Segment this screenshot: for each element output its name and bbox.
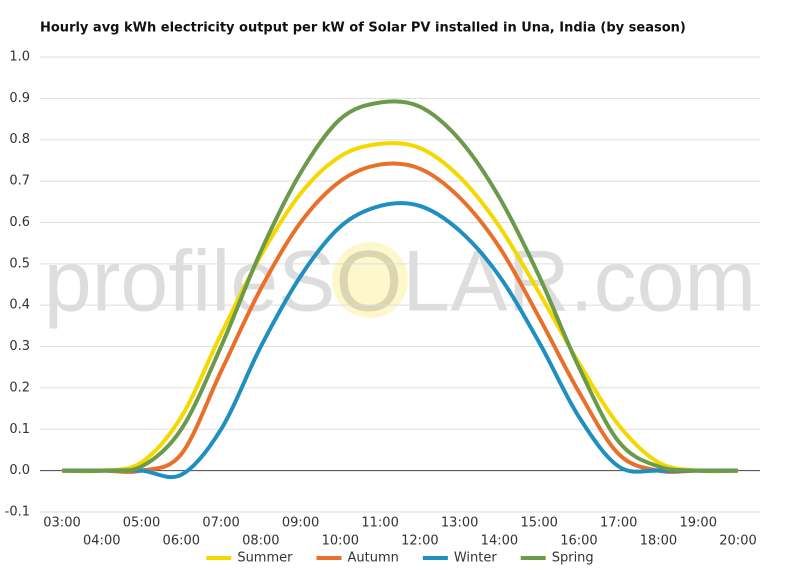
watermark-group: profileSOLAR.com [44, 234, 756, 330]
legend-label: Winter [454, 551, 498, 566]
x-tick-label: 13:00 [441, 516, 478, 531]
x-tick-label: 07:00 [202, 516, 239, 531]
legend-label: Spring [552, 551, 594, 566]
legend-label: Autumn [347, 551, 398, 566]
y-tick-label: 0.9 [9, 91, 30, 106]
y-tick-label: 1.0 [9, 50, 30, 65]
x-tick-label: 08:00 [242, 534, 279, 549]
y-tick-label: 0.5 [9, 256, 30, 271]
y-tick-label: 0.3 [9, 339, 30, 354]
series-line [61, 141, 739, 474]
x-tick-label: 19:00 [680, 516, 717, 531]
x-tick-label: 05:00 [123, 516, 160, 531]
x-tick-label: 11:00 [361, 516, 398, 531]
x-tick-label: 14:00 [481, 534, 518, 549]
x-tick-label: 06:00 [163, 534, 200, 549]
watermark-sun [332, 242, 408, 318]
chart-title: Hourly avg kWh electricity output per kW… [40, 21, 686, 36]
series-line [61, 161, 738, 474]
series-line [61, 99, 739, 473]
y-tick-label: 0.2 [9, 380, 30, 395]
y-tick-label: 0.8 [9, 132, 30, 147]
x-tick-label: 09:00 [282, 516, 319, 531]
x-tick-label: 17:00 [600, 516, 637, 531]
watermark: profileSOLAR.com [44, 234, 756, 330]
x-tick-label: 03:00 [43, 516, 80, 531]
y-tick-label: 0.7 [9, 174, 30, 189]
x-tick-label: 16:00 [560, 534, 597, 549]
x-tick-label: 04:00 [83, 534, 120, 549]
x-tick-label: 20:00 [719, 534, 756, 549]
y-tick-label: 0.1 [9, 422, 30, 437]
x-tick-label: 10:00 [322, 534, 359, 549]
series-line [61, 201, 738, 480]
legend-label: Summer [237, 551, 293, 566]
y-tick-label: 0.6 [9, 215, 30, 230]
x-tick-label: 18:00 [640, 534, 677, 549]
y-tick-label: 0.4 [9, 298, 30, 313]
x-tick-label: 12:00 [401, 534, 438, 549]
x-tick-label: 15:00 [520, 516, 557, 531]
y-tick-label: -0.1 [5, 505, 30, 520]
y-tick-label: 0.0 [9, 463, 30, 478]
